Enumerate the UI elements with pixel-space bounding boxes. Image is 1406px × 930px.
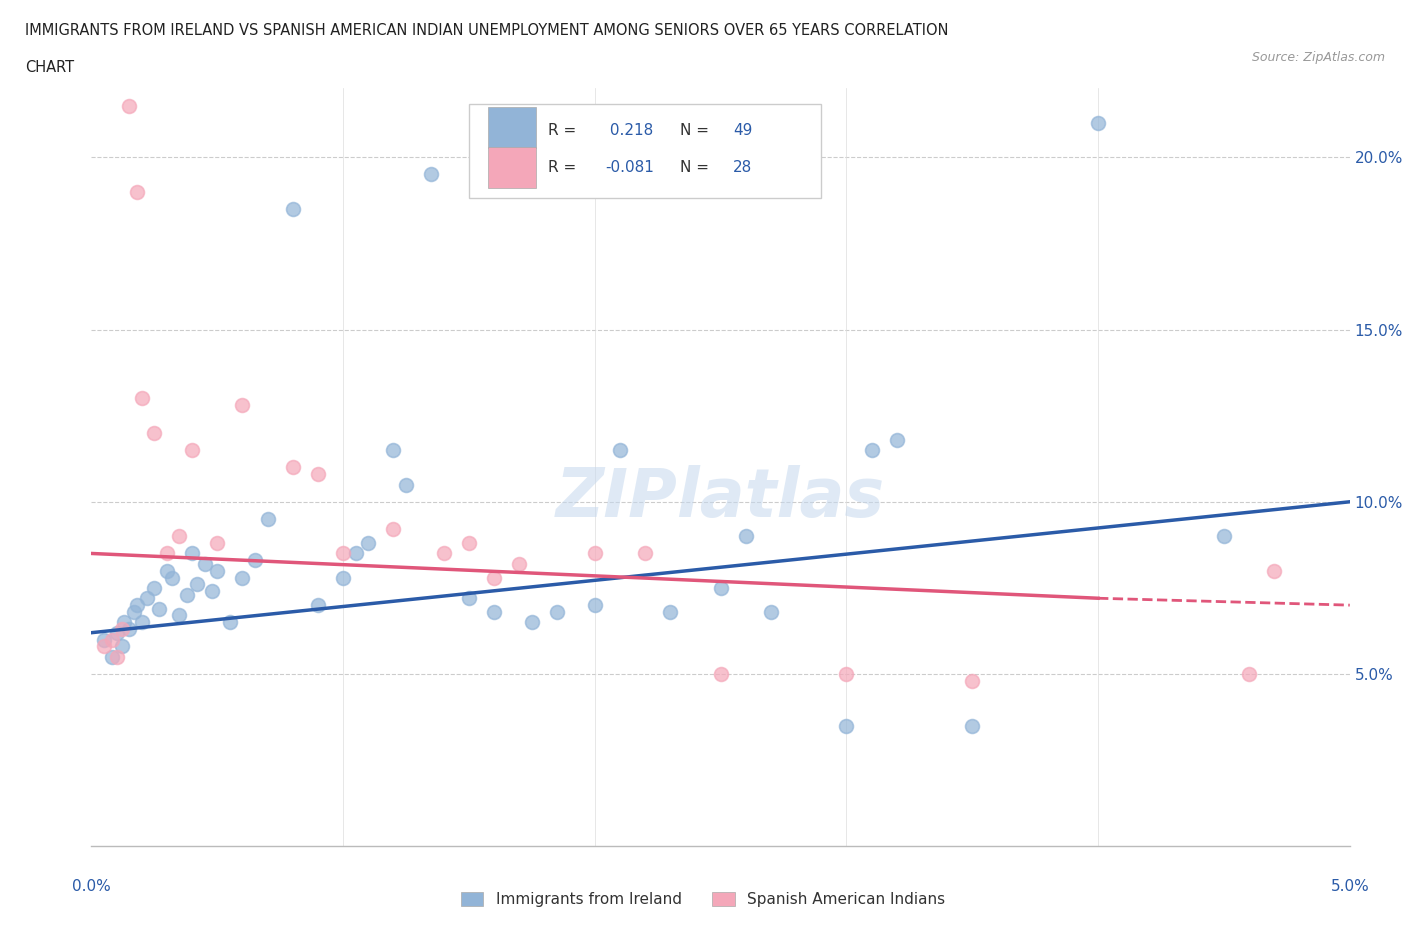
Point bbox=[482, 604, 505, 619]
Point bbox=[125, 598, 148, 613]
Point bbox=[546, 604, 568, 619]
Point bbox=[256, 512, 278, 526]
Point bbox=[201, 584, 224, 599]
Text: 5.0%: 5.0% bbox=[1330, 879, 1369, 894]
Text: N =: N = bbox=[681, 161, 714, 176]
Point bbox=[112, 615, 135, 630]
Point bbox=[962, 673, 984, 688]
Text: 49: 49 bbox=[733, 123, 752, 138]
Point bbox=[231, 398, 253, 413]
Point bbox=[160, 570, 183, 585]
Point bbox=[122, 604, 145, 619]
Point bbox=[835, 718, 858, 733]
Point bbox=[382, 443, 405, 458]
Text: N =: N = bbox=[681, 123, 714, 138]
Point bbox=[609, 443, 631, 458]
Text: Source: ZipAtlas.com: Source: ZipAtlas.com bbox=[1251, 51, 1385, 64]
Point bbox=[520, 615, 543, 630]
Point bbox=[332, 546, 354, 561]
Text: IMMIGRANTS FROM IRELAND VS SPANISH AMERICAN INDIAN UNEMPLOYMENT AMONG SENIORS OV: IMMIGRANTS FROM IRELAND VS SPANISH AMERI… bbox=[25, 23, 949, 38]
Point bbox=[860, 443, 883, 458]
Point bbox=[169, 529, 191, 544]
Point bbox=[433, 546, 456, 561]
Point bbox=[307, 598, 329, 613]
Point bbox=[181, 546, 204, 561]
Point bbox=[281, 460, 304, 475]
Point bbox=[156, 546, 179, 561]
Point bbox=[169, 608, 191, 623]
FancyBboxPatch shape bbox=[468, 103, 821, 198]
Point bbox=[420, 167, 443, 182]
Point bbox=[382, 522, 405, 537]
Point bbox=[734, 529, 756, 544]
Point bbox=[143, 580, 166, 595]
Point bbox=[176, 588, 198, 603]
Point bbox=[243, 553, 266, 568]
Point bbox=[1087, 115, 1109, 130]
Text: CHART: CHART bbox=[25, 60, 75, 75]
Point bbox=[1212, 529, 1236, 544]
Point bbox=[307, 467, 329, 482]
Point bbox=[457, 591, 479, 605]
Point bbox=[131, 391, 153, 405]
Point bbox=[395, 477, 418, 492]
Text: 28: 28 bbox=[733, 161, 752, 176]
Point bbox=[100, 649, 122, 664]
Point bbox=[281, 202, 304, 217]
Point bbox=[1237, 667, 1260, 682]
Point bbox=[148, 601, 170, 616]
Point bbox=[105, 625, 128, 640]
Point bbox=[709, 667, 731, 682]
Point bbox=[186, 577, 208, 591]
Point bbox=[100, 632, 122, 647]
Text: R =: R = bbox=[548, 161, 581, 176]
Point bbox=[332, 570, 354, 585]
Point bbox=[118, 99, 141, 113]
Point bbox=[357, 536, 380, 551]
Point bbox=[218, 615, 240, 630]
Point bbox=[1263, 564, 1285, 578]
Point bbox=[344, 546, 367, 561]
Point bbox=[457, 536, 479, 551]
Point bbox=[205, 536, 228, 551]
Point bbox=[118, 622, 141, 637]
Point bbox=[93, 639, 115, 654]
Point bbox=[110, 639, 132, 654]
Bar bbox=[488, 107, 536, 148]
Point bbox=[93, 632, 115, 647]
Point bbox=[231, 570, 253, 585]
Point bbox=[709, 580, 731, 595]
Point bbox=[156, 564, 179, 578]
Point bbox=[143, 425, 166, 440]
Point bbox=[205, 564, 228, 578]
Point bbox=[583, 546, 606, 561]
Text: ZIPlatlas: ZIPlatlas bbox=[555, 465, 886, 531]
Point bbox=[962, 718, 984, 733]
Point bbox=[508, 556, 530, 571]
Text: -0.081: -0.081 bbox=[605, 161, 654, 176]
Point bbox=[125, 184, 148, 199]
Point bbox=[659, 604, 682, 619]
Text: 0.0%: 0.0% bbox=[72, 879, 111, 894]
Point bbox=[835, 667, 858, 682]
Point bbox=[131, 615, 153, 630]
Point bbox=[110, 622, 132, 637]
Point bbox=[482, 570, 505, 585]
Text: R =: R = bbox=[548, 123, 581, 138]
Point bbox=[759, 604, 782, 619]
Point bbox=[181, 443, 204, 458]
Point bbox=[194, 556, 217, 571]
Bar bbox=[488, 147, 536, 189]
Point bbox=[634, 546, 657, 561]
Point bbox=[583, 598, 606, 613]
Point bbox=[886, 432, 908, 447]
Text: 0.218: 0.218 bbox=[605, 123, 652, 138]
Point bbox=[135, 591, 157, 605]
Point bbox=[105, 649, 128, 664]
Legend: Immigrants from Ireland, Spanish American Indians: Immigrants from Ireland, Spanish America… bbox=[454, 885, 952, 913]
